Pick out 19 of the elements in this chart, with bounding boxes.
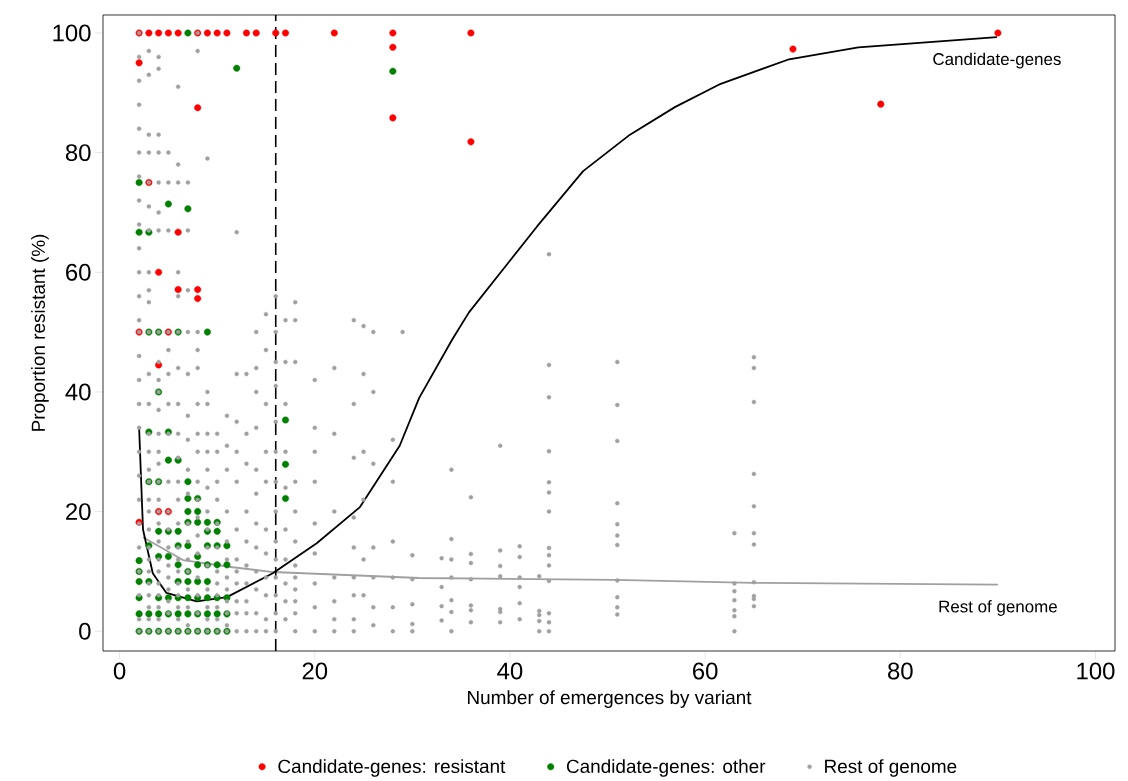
y-tick-label: 60 xyxy=(66,263,91,281)
y-tick-label: 80 xyxy=(65,144,91,162)
y-axis-title: Proportion resistant (%) xyxy=(31,234,49,431)
x-tick-label: 80 xyxy=(888,662,913,680)
series-label: Rest of genome xyxy=(939,600,1057,616)
legend-label: Candidate-genes: other xyxy=(566,759,766,777)
x-tick-label: 60 xyxy=(693,662,718,680)
legend-label: Rest of genome xyxy=(825,759,957,777)
x-tick-label: 40 xyxy=(497,662,523,680)
x-tick-label: 20 xyxy=(302,662,328,680)
series-label: Candidate-genes xyxy=(933,52,1061,69)
x-tick-label: 100 xyxy=(1077,662,1115,680)
y-tick-label: 100 xyxy=(53,24,91,42)
legend-label: Candidate-genes: resistant xyxy=(278,759,506,777)
y-tick-label: 20 xyxy=(66,503,91,521)
y-tick-label: 0 xyxy=(79,622,91,640)
x-axis-title: Number of emergences by variant xyxy=(467,690,752,708)
x-tick-label: 0 xyxy=(113,662,126,680)
y-tick-label: 40 xyxy=(65,383,91,401)
